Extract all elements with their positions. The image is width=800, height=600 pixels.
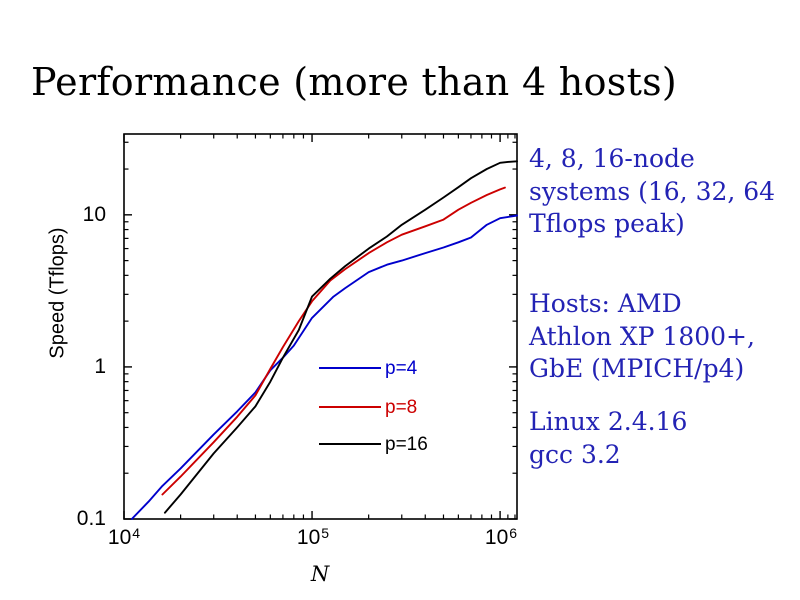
series-line-p8 — [161, 186, 506, 496]
note-hosts: Hosts: AMD Athlon XP 1800+, GbE (MPICH/p… — [529, 288, 791, 386]
note-line: Tflops peak) — [529, 209, 685, 238]
x-tick-exponent: 6 — [509, 525, 518, 541]
slide-title: Performance (more than 4 hosts) — [31, 60, 678, 104]
x-axis-title: N — [310, 562, 330, 586]
x-tick-exponent: 4 — [132, 525, 141, 541]
note-software: Linux 2.4.16 gcc 3.2 — [529, 406, 791, 471]
note-systems: 4, 8, 16-node systems (16, 32, 64 Tflops… — [529, 143, 791, 241]
note-line: Linux 2.4.16 — [529, 407, 688, 436]
plot-frame — [123, 133, 518, 520]
legend-label-p4: p=4 — [385, 358, 418, 379]
x-tick-base: 10 — [107, 526, 132, 549]
legend-label-p16: p=16 — [385, 434, 428, 455]
series-line-p4 — [130, 214, 518, 520]
y-axis-title: Speed (Tflops) — [46, 227, 69, 359]
note-line: systems (16, 32, 64 — [529, 176, 776, 206]
x-tick-label-1e5: 105 — [273, 523, 353, 548]
x-tick-base: 10 — [296, 526, 321, 549]
note-line: GbE (MPICH/p4) — [529, 354, 745, 383]
y-tick-label-0-1: 0.1 — [76, 507, 106, 530]
series-line-p16 — [163, 160, 518, 514]
x-tick-label-1e6: 106 — [461, 523, 541, 548]
legend-label-p8: p=8 — [385, 397, 418, 418]
y-tick-label-10: 10 — [82, 203, 106, 226]
x-tick-label-1e4: 104 — [84, 523, 164, 548]
note-line: Hosts: AMD — [529, 289, 682, 318]
note-line: Athlon XP 1800+, — [529, 321, 755, 351]
y-tick-label-1: 1 — [94, 355, 106, 378]
note-line: gcc 3.2 — [529, 439, 621, 469]
x-tick-exponent: 5 — [321, 525, 330, 541]
note-line: 4, 8, 16-node — [529, 144, 695, 173]
x-tick-base: 10 — [484, 526, 509, 549]
